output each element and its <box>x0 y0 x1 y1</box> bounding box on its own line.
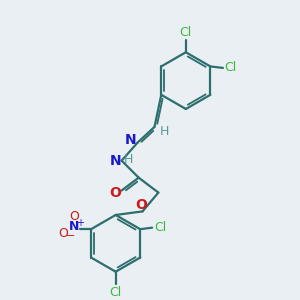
Text: N: N <box>69 220 79 233</box>
Text: O: O <box>109 187 121 200</box>
Text: −: − <box>65 231 75 241</box>
Text: H: H <box>159 125 169 138</box>
Text: O: O <box>69 210 79 223</box>
Text: H: H <box>124 153 133 166</box>
Text: O: O <box>135 198 147 212</box>
Text: Cl: Cl <box>180 26 192 39</box>
Text: N: N <box>109 154 121 168</box>
Text: Cl: Cl <box>154 221 167 234</box>
Text: +: + <box>76 218 84 228</box>
Text: Cl: Cl <box>110 286 122 298</box>
Text: N: N <box>125 133 137 147</box>
Text: O: O <box>58 227 68 240</box>
Text: Cl: Cl <box>225 61 237 74</box>
